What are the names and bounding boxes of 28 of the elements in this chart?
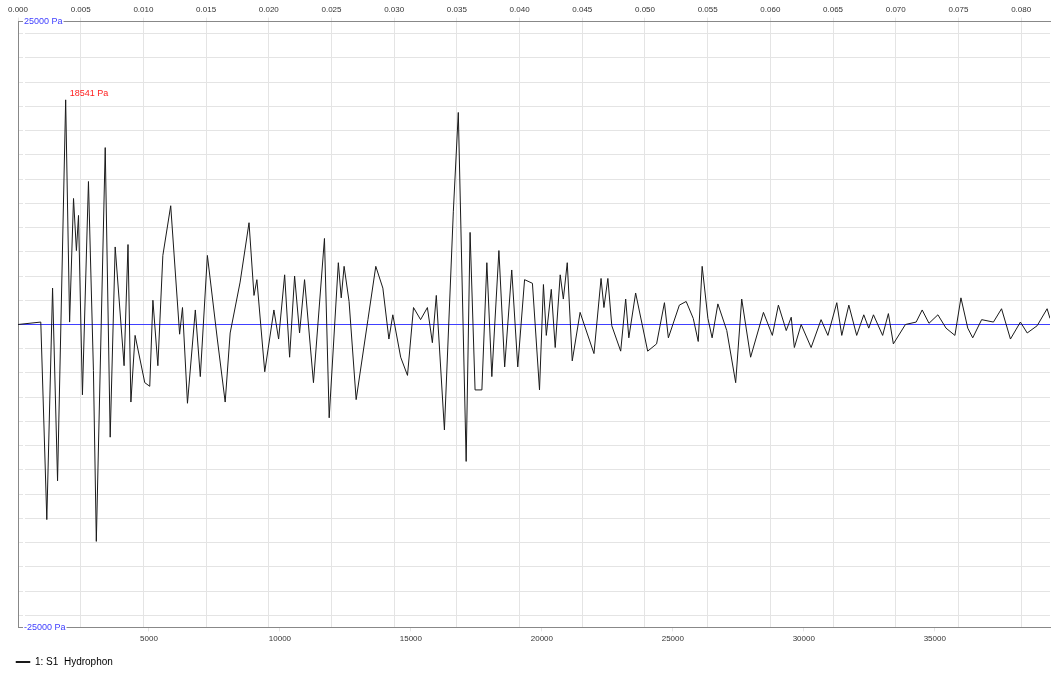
- x2-tick-label: 0.025: [321, 5, 343, 14]
- y-tick-label: -25000 Pa: [24, 621, 66, 632]
- x2-tick-label: 0.005: [70, 5, 92, 14]
- x2-tick-label: 0.080: [1011, 5, 1032, 14]
- x2-tick-label: 0.050: [634, 5, 656, 14]
- x2-tick-label: 0.045: [572, 5, 593, 14]
- x2-tick-label: 0.065: [823, 5, 844, 14]
- x2-tick-label: 0.035: [446, 5, 468, 14]
- x-tick-label: 5000: [140, 634, 159, 644]
- x-tick-label: 25000: [661, 634, 685, 644]
- annotation: 18541 Pa: [69, 87, 109, 98]
- x2-tick-label: 0.015: [196, 5, 217, 14]
- x2-tick-label: 0.000: [7, 5, 29, 14]
- x2-tick-label: 0.070: [885, 5, 907, 14]
- x2-tick-label: 0.055: [697, 5, 719, 14]
- x2-tick-label: 0.040: [509, 5, 531, 14]
- y-tick-label: 25000 Pa: [24, 16, 63, 27]
- x2-tick-label: 0.030: [384, 5, 405, 14]
- legend-label: 1: S1 Hydrophon: [35, 655, 113, 667]
- x-tick-label: 20000: [530, 634, 554, 644]
- x-tick-label: 35000: [923, 634, 947, 644]
- x2-tick-label: 0.075: [948, 5, 970, 14]
- x2-tick-label: 0.020: [258, 5, 280, 14]
- x2-tick-label: 0.010: [133, 5, 154, 14]
- x2-tick-label: 0.060: [760, 5, 781, 14]
- x-tick-label: 10000: [268, 634, 292, 644]
- x-tick-label: 30000: [792, 634, 816, 644]
- x-tick-label: 15000: [399, 634, 423, 644]
